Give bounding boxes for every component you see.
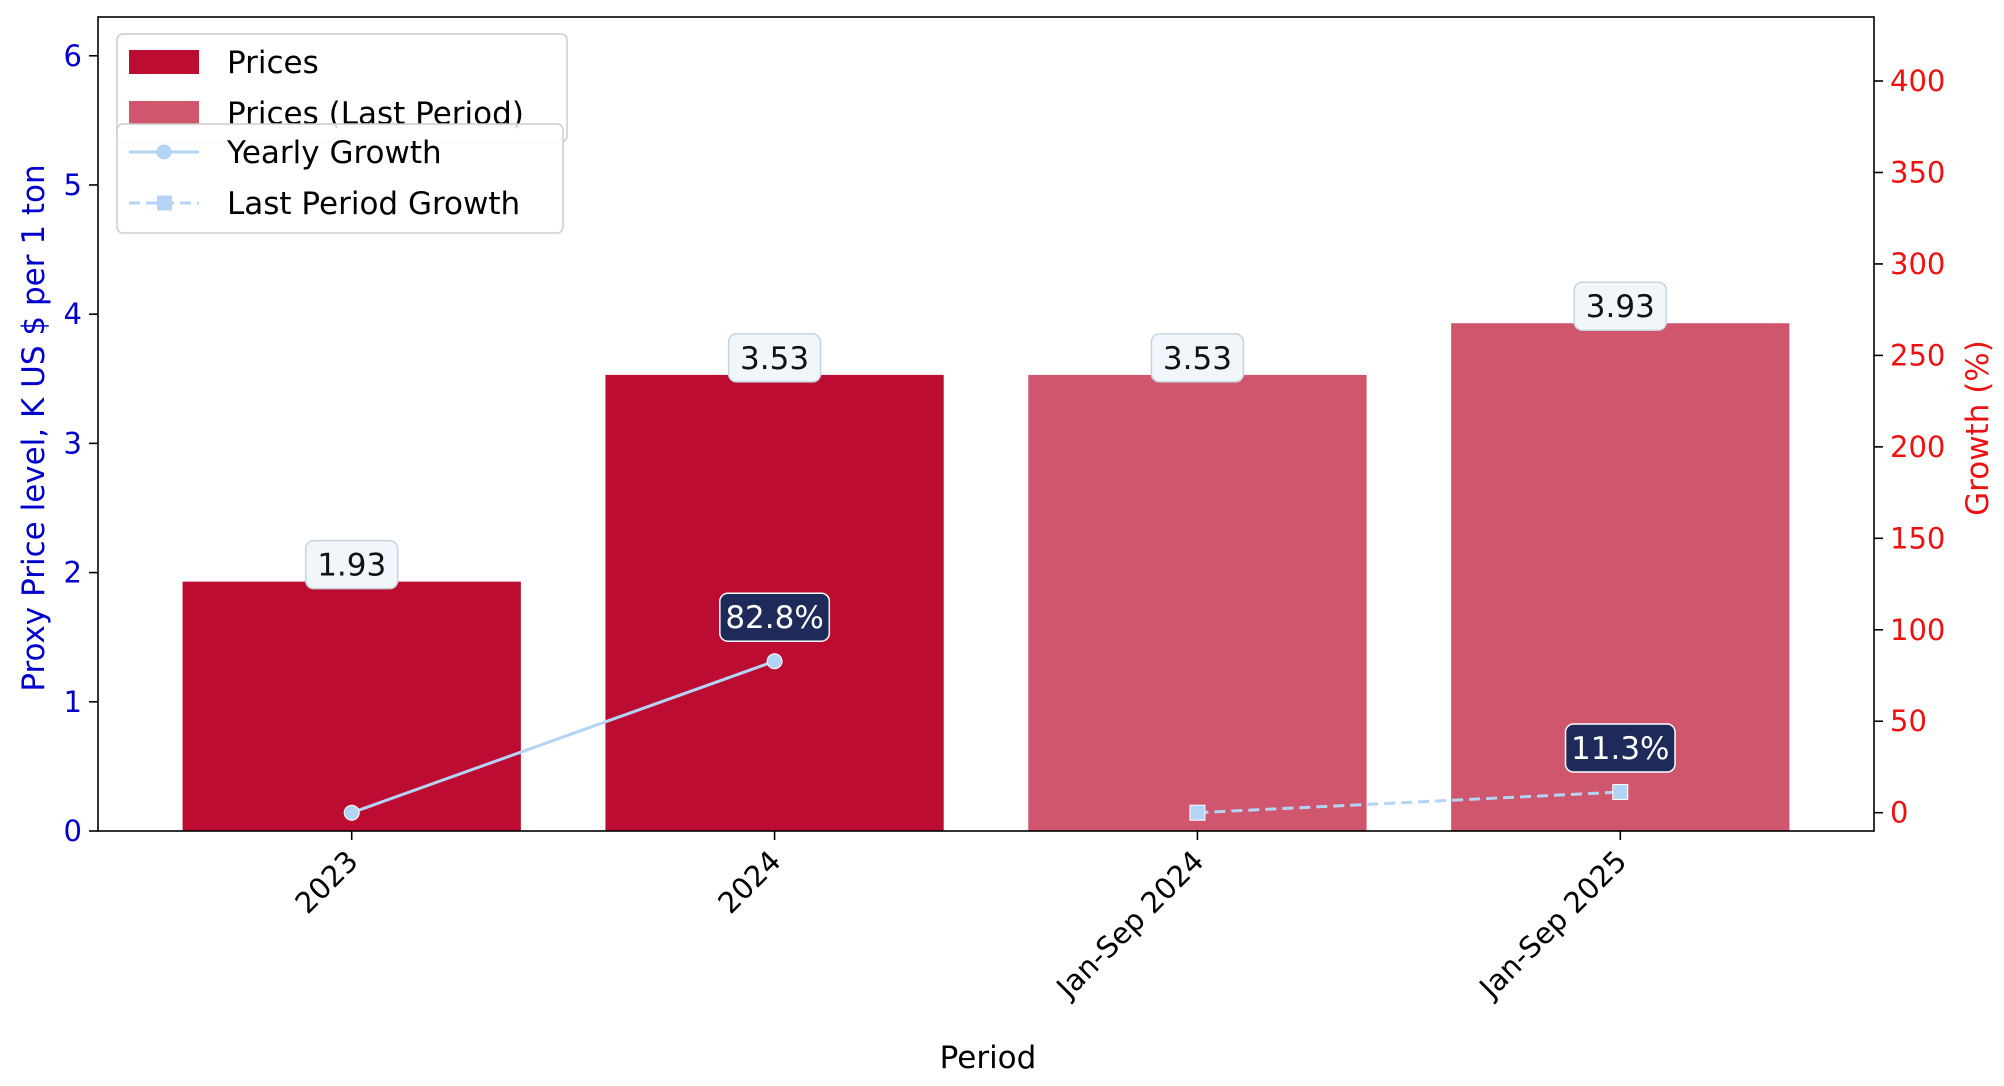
left-tick-label: 2	[64, 556, 82, 590]
growth-line	[351, 659, 776, 815]
bars-layer	[182, 323, 1790, 831]
data-label-box	[304, 539, 399, 590]
legend-swatch	[129, 101, 199, 125]
data-label: 3.93	[1586, 289, 1655, 325]
right-tick-label: 200	[1890, 430, 1945, 464]
right-tick-label: 400	[1890, 64, 1945, 98]
x-tick-label: Jan-Sep 2025	[1471, 844, 1633, 1006]
data-label: 1.93	[317, 548, 386, 584]
left-tick-label: 0	[64, 814, 82, 848]
data-label: 11.3%	[1571, 731, 1669, 767]
bar	[1028, 374, 1367, 831]
x-tick-label: 2024	[711, 844, 787, 920]
data-labels-layer: 1.93 3.53 3.53 3.93 82.8% 11.3%	[304, 281, 1676, 773]
left-tick-label: 1	[64, 685, 82, 719]
x-axis-title: Period	[940, 1040, 1037, 1076]
growth-point	[766, 653, 783, 670]
growth-point	[1612, 784, 1629, 801]
legend-marker	[156, 144, 172, 160]
growth-lines-layer	[343, 653, 1629, 821]
right-tick-label: 250	[1890, 338, 1945, 372]
left-axis-title: Proxy Price level, K US $ per 1 ton	[16, 164, 52, 691]
legend-label: Prices	[227, 45, 319, 81]
legend-swatch	[129, 50, 199, 74]
x-tick-label: 2023	[288, 844, 364, 920]
right-tick-label: 150	[1890, 521, 1945, 555]
data-label: 82.8%	[725, 600, 823, 636]
right-axis-title: Growth (%)	[1960, 340, 1996, 516]
plot-frame	[97, 16, 1875, 832]
bar	[182, 581, 521, 831]
right-tick-label: 50	[1890, 704, 1927, 738]
data-label-box	[719, 592, 831, 642]
legend-marker	[157, 195, 172, 211]
data-label-box	[1573, 281, 1668, 331]
left-tick-label: 3	[64, 426, 82, 460]
left-tick-label: 4	[64, 297, 82, 331]
data-label: 3.53	[1163, 341, 1232, 377]
right-tick-label: 100	[1890, 613, 1945, 647]
right-tick-label: 350	[1890, 155, 1945, 189]
data-label: 3.53	[740, 341, 809, 377]
data-label-box	[1150, 333, 1245, 383]
growth-point	[343, 804, 360, 821]
right-tick-label: 0	[1890, 796, 1908, 830]
legend-label: Yearly Growth	[226, 135, 442, 171]
left-tick-label: 5	[64, 168, 82, 202]
right-tick-label: 300	[1890, 247, 1945, 281]
growth-point	[1189, 804, 1206, 821]
data-label-box	[727, 333, 822, 383]
legend-label: Last Period Growth	[227, 186, 520, 222]
left-tick-label: 6	[64, 39, 82, 73]
x-tick-label: Jan-Sep 2024	[1049, 844, 1211, 1006]
legend-box-growth	[116, 123, 564, 234]
growth-line	[1197, 790, 1621, 815]
data-label-box	[1564, 723, 1676, 773]
